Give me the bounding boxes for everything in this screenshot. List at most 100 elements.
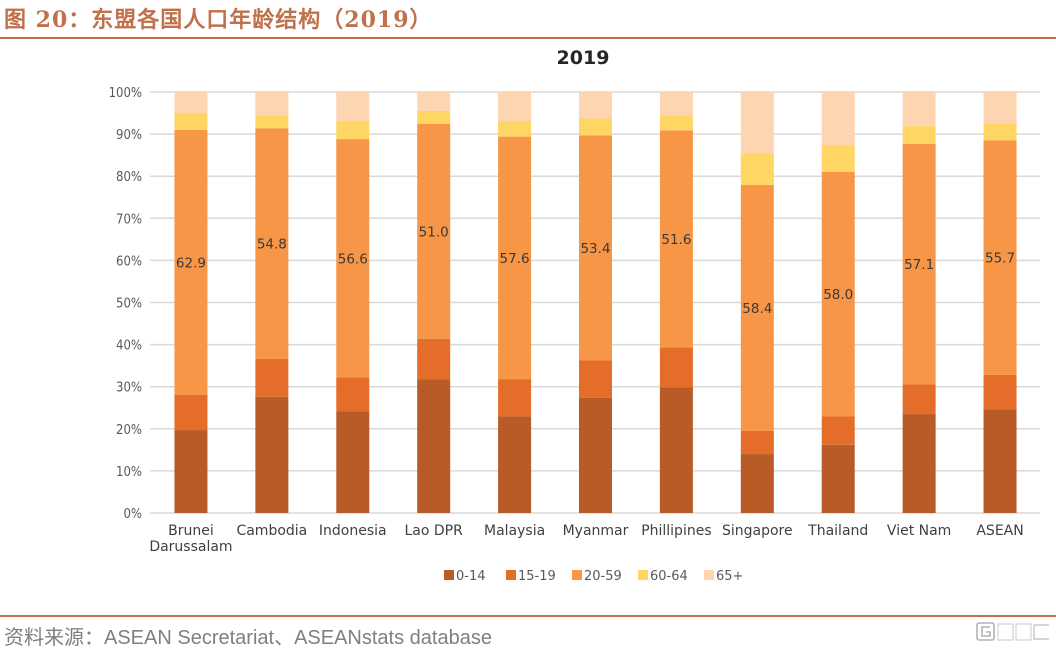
y-tick-label: 0% [123, 507, 142, 522]
bar-segment-0-14 [255, 396, 289, 513]
bar-stack [902, 92, 936, 513]
bar-segment-65+ [255, 92, 289, 116]
bar-segment-65+ [417, 92, 451, 111]
bar-segment-0-14 [579, 397, 612, 513]
watermark-logo [976, 622, 1049, 641]
data-label: 55.7 [985, 251, 1015, 267]
bar-segment-0-14 [902, 414, 936, 513]
bar-stack [174, 92, 208, 513]
bar-segment-15-19 [174, 394, 208, 431]
data-label: 57.6 [500, 251, 530, 267]
bar-segment-20-59 [498, 136, 532, 380]
bar-stack [983, 92, 1017, 513]
bar-segment-20-59 [902, 143, 936, 385]
legend-swatch [444, 570, 454, 580]
bar-segment-15-19 [740, 430, 774, 455]
figure-title: 图 20：东盟各国人口年龄结构（2019） [4, 7, 433, 33]
bar-segment-15-19 [579, 360, 612, 398]
data-labels: 62.9 54.8 56.6 51.0 57.6 53.4 51.6 58.4 58.0 57.1… [176, 224, 1015, 317]
x-tick-label: Lao DPR [405, 523, 464, 539]
legend-item: 65+ [704, 569, 743, 584]
legend: 0-14 15-19 20-59 60-64 65+ [444, 569, 743, 584]
legend-label: 15-19 [518, 569, 556, 584]
bar-stack [740, 92, 774, 513]
bar-segment-20-59 [740, 185, 774, 431]
bar-stack [659, 92, 693, 513]
data-label: 51.6 [661, 232, 691, 248]
y-tick-label: 10% [116, 465, 142, 480]
title-divider [0, 37, 1056, 39]
bar-segment-60-64 [336, 120, 370, 140]
bar-stack [821, 92, 855, 513]
bar-segment-65+ [498, 92, 532, 122]
bar-segment-60-64 [255, 115, 289, 129]
bar-segment-65+ [336, 92, 370, 121]
bar-segment-15-19 [983, 374, 1017, 410]
bar-stack [498, 92, 532, 513]
bar-segment-20-59 [983, 140, 1017, 375]
legend-swatch [572, 570, 582, 580]
y-tick-label: 50% [116, 297, 142, 312]
bars [174, 92, 1017, 513]
bar-segment-60-64 [902, 126, 936, 144]
bar-segment-20-59 [821, 171, 855, 417]
data-label: 58.0 [823, 287, 853, 303]
bar-stack [579, 92, 612, 513]
bar-segment-20-59 [659, 130, 693, 348]
legend-label: 0-14 [456, 569, 486, 584]
y-tick-label: 70% [116, 212, 142, 227]
bar-segment-65+ [579, 92, 612, 119]
y-tick-label: 80% [116, 170, 142, 185]
bar-segment-60-64 [174, 113, 208, 130]
legend-label: 20-59 [584, 569, 622, 584]
data-label: 51.0 [419, 224, 449, 240]
bar-segment-60-64 [983, 123, 1017, 141]
legend-swatch [506, 570, 516, 580]
bar-segment-65+ [174, 92, 208, 114]
bar-stack [336, 92, 370, 513]
bar-segment-65+ [821, 92, 855, 146]
x-tick-label: ASEAN [976, 523, 1023, 539]
x-tick-label: Brunei [168, 523, 214, 539]
x-tick-label: Singapore [722, 523, 793, 539]
y-tick-label: 100% [109, 86, 142, 101]
data-label: 62.9 [176, 255, 206, 271]
legend-label: 65+ [716, 569, 743, 584]
y-tick-label: 40% [116, 339, 142, 354]
chart-title: 2019 [557, 47, 610, 69]
bar-stack [255, 92, 289, 513]
legend-swatch [704, 570, 714, 580]
bar-segment-0-14 [498, 416, 532, 513]
data-label: 57.1 [904, 257, 934, 273]
bar-segment-60-64 [498, 121, 532, 137]
bar-segment-15-19 [659, 347, 693, 388]
legend-label: 60-64 [650, 569, 688, 584]
bar-segment-20-59 [255, 128, 289, 359]
data-label: 54.8 [257, 237, 287, 253]
bar-segment-0-14 [821, 444, 855, 513]
bar-segment-0-14 [740, 454, 774, 513]
bar-segment-20-59 [336, 139, 370, 378]
source-note: 资料来源：ASEAN Secretariat、ASEANstats databa… [4, 627, 492, 649]
source-divider [0, 615, 1056, 617]
stacked-bar-chart: 2019 0% 10% 20% 30% 40% 50% 60% 70% 80% 90% 100% 6… [109, 47, 1040, 584]
x-tick-label: Malaysia [484, 523, 545, 539]
bar-segment-65+ [983, 92, 1017, 124]
bar-segment-20-59 [174, 129, 208, 395]
bar-segment-60-64 [821, 145, 855, 172]
x-tick-label: Myanmar [563, 523, 629, 539]
data-label: 58.4 [742, 301, 772, 317]
y-axis-ticks: 0% 10% 20% 30% 40% 50% 60% 70% 80% 90% 100% [109, 86, 142, 522]
y-tick-label: 90% [116, 128, 142, 143]
bar-segment-0-14 [336, 411, 370, 513]
bar-segment-60-64 [417, 110, 451, 124]
x-tick-label: Viet Nam [887, 523, 951, 539]
legend-swatch [638, 570, 648, 580]
bar-segment-15-19 [902, 384, 936, 415]
data-label: 53.4 [580, 241, 610, 257]
legend-item: 0-14 [444, 569, 486, 584]
x-tick-label: Indonesia [319, 523, 387, 539]
x-tick-label: Darussalam [149, 539, 232, 555]
bar-segment-15-19 [498, 379, 532, 417]
